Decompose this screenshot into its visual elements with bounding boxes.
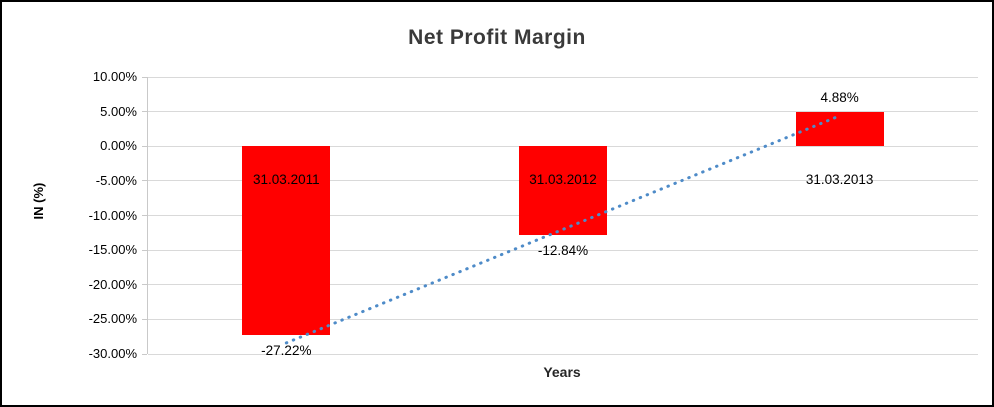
y-tick [142,76,147,78]
x-axis-title: Years [543,364,581,380]
category-label: 31.03.2012 [529,172,597,188]
value-label: 4.88% [820,90,859,106]
category-label: 31.03.2011 [253,172,320,188]
y-tick [142,145,147,147]
y-tick [142,111,147,113]
y-tick-label: -30.00% [88,346,137,361]
gridline [148,111,978,113]
chart-title: Net Profit Margin [408,26,586,49]
plot-area: 31.03.2011 -27.22% 31.03.2012 -12.84% 31.03.… [147,76,978,358]
value-label: -27.22% [261,342,312,358]
y-tick-label: 5.00% [100,103,137,119]
y-tick [142,318,147,320]
y-tick-label: -20.00% [88,276,137,292]
category-label: 31.03.2013 [805,172,874,188]
y-tick [142,180,147,182]
bar-31.03.2012 [519,146,607,236]
bar-31.03.2013 [795,112,884,147]
y-tick-label: -5.00% [95,172,137,188]
y-tick-label: 10.00% [92,69,137,84]
y-tick-label: 0.00% [100,138,137,154]
y-tick-label: -25.00% [88,311,137,327]
y-tick [142,284,147,286]
y-tick-label: -10.00% [88,207,137,223]
y-tick [142,353,147,355]
y-tick [142,215,147,216]
y-tick [142,249,147,251]
gridline [148,353,978,355]
y-tick-label: -15.00% [88,242,137,258]
value-label: -12.84% [537,243,589,259]
gridline [148,76,978,78]
